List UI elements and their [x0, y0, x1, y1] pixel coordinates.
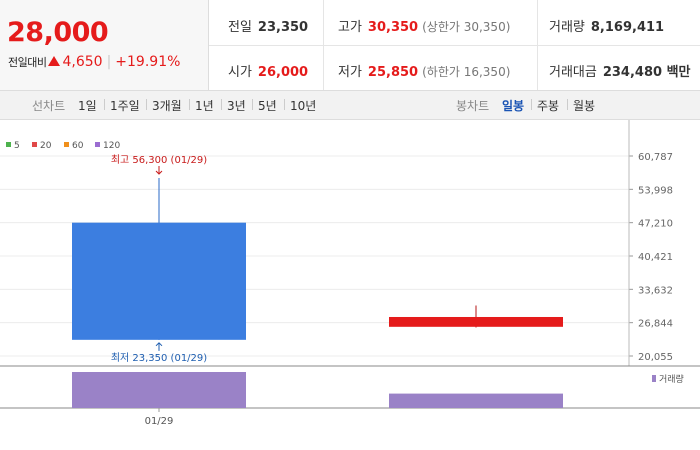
- volume-value: 8,169,411: [590, 20, 665, 35]
- period-divider: [567, 99, 568, 110]
- legend-item: 60: [64, 141, 83, 151]
- legend-swatch: [32, 142, 37, 147]
- amount-value: 234,480 백만: [602, 65, 691, 80]
- legend-item: 20: [32, 141, 51, 151]
- legend-item: 120: [95, 141, 120, 151]
- low-annotation: 최저 23,350 (01/29): [111, 352, 207, 364]
- volume-label: 거래량: [549, 20, 585, 35]
- candle-body: [389, 316, 563, 327]
- high-value: 30,350: [367, 20, 419, 35]
- open-cell: 시가 26,000: [228, 61, 308, 80]
- candle-period-2[interactable]: 월봉: [573, 99, 596, 113]
- period-0[interactable]: 1일: [78, 99, 97, 113]
- legend-item: 5: [6, 141, 20, 151]
- period-5[interactable]: 5년: [258, 99, 277, 113]
- candle-period-1[interactable]: 주봉: [537, 99, 560, 113]
- current-price: 28,000: [7, 17, 109, 48]
- open-label: 시가: [228, 65, 252, 80]
- y-tick-label: 26,844: [638, 319, 673, 330]
- legend-label: 20: [40, 141, 52, 151]
- y-tick-label: 33,632: [638, 285, 673, 296]
- high-cell: 고가 30,350 (상한가 30,350): [338, 16, 510, 35]
- change-rate: +19.91%: [115, 54, 181, 70]
- period-3[interactable]: 1년: [195, 99, 214, 113]
- quote-panel: [0, 0, 700, 91]
- y-tick-label: 20,055: [638, 352, 673, 363]
- legend-swatch: [6, 142, 11, 147]
- change-row: 전일대비 4,650 | +19.91%: [8, 54, 180, 70]
- y-tick-label: 40,421: [638, 252, 673, 263]
- legend-label: 5: [14, 141, 20, 151]
- period-divider: [221, 99, 222, 110]
- low-value: 25,850: [367, 65, 419, 80]
- candlestick-chart[interactable]: 60,787 53,998 47,210 40,421 33,632 26,844 20,0…: [0, 120, 700, 450]
- y-tick-label: 53,998: [638, 185, 673, 196]
- legend-label: 120: [103, 141, 121, 151]
- row-divider: [209, 45, 700, 46]
- period-4[interactable]: 3년: [227, 99, 246, 113]
- volume-legend-swatch: [652, 375, 656, 382]
- low-cell: 저가 25,850 (하한가 16,350): [338, 61, 510, 80]
- high-annotation: 최고 56,300 (01/29): [111, 154, 207, 166]
- prev-close-label: 전일: [228, 20, 252, 35]
- x-tick-label: 01/29: [145, 416, 174, 427]
- line-chart-label: 선차트: [32, 99, 66, 113]
- volume-cell: 거래량 8,169,411: [549, 16, 664, 35]
- up-triangle-icon: [48, 56, 61, 66]
- candle-chart-label: 봉차트: [456, 99, 490, 113]
- prev-close-cell: 전일 23,350: [228, 16, 308, 35]
- period-divider: [531, 99, 532, 110]
- period-divider: [146, 99, 147, 110]
- upper-limit: (상한가 30,350): [422, 20, 511, 34]
- prev-close-value: 23,350: [257, 20, 309, 35]
- period-bar: [0, 91, 700, 120]
- period-1[interactable]: 1주일: [110, 99, 140, 113]
- change-value: 4,650: [62, 54, 103, 70]
- y-tick-label: 47,210: [638, 219, 673, 230]
- change-label: 전일대비: [8, 56, 47, 69]
- period-divider: [284, 99, 285, 110]
- open-value: 26,000: [257, 65, 309, 80]
- period-divider: [252, 99, 253, 110]
- y-tick-label: 60,787: [638, 152, 673, 163]
- period-2[interactable]: 3개월: [152, 99, 182, 113]
- candle-body: [72, 222, 246, 340]
- low-label: 저가: [338, 65, 362, 80]
- period-divider: [104, 99, 105, 110]
- amount-cell: 거래대금 234,480 백만: [549, 61, 691, 80]
- divider: |: [106, 54, 112, 70]
- period-6[interactable]: 10년: [290, 99, 317, 113]
- volume-bar: [72, 372, 246, 408]
- volume-legend-label: 거래량: [659, 373, 684, 385]
- price-box: [0, 0, 209, 90]
- high-label: 고가: [338, 20, 362, 35]
- high-arrow-icon: [155, 166, 163, 175]
- candle-period-0[interactable]: 일봉: [502, 99, 525, 113]
- volume-bar: [389, 393, 563, 408]
- low-arrow-icon: [155, 342, 163, 351]
- legend-swatch: [95, 142, 100, 147]
- column-divider: [537, 0, 538, 90]
- legend-label: 60: [72, 141, 84, 151]
- legend-swatch: [64, 142, 69, 147]
- amount-label: 거래대금: [549, 65, 597, 80]
- lower-limit: (하한가 16,350): [422, 65, 511, 79]
- period-divider: [189, 99, 190, 110]
- column-divider: [323, 0, 324, 90]
